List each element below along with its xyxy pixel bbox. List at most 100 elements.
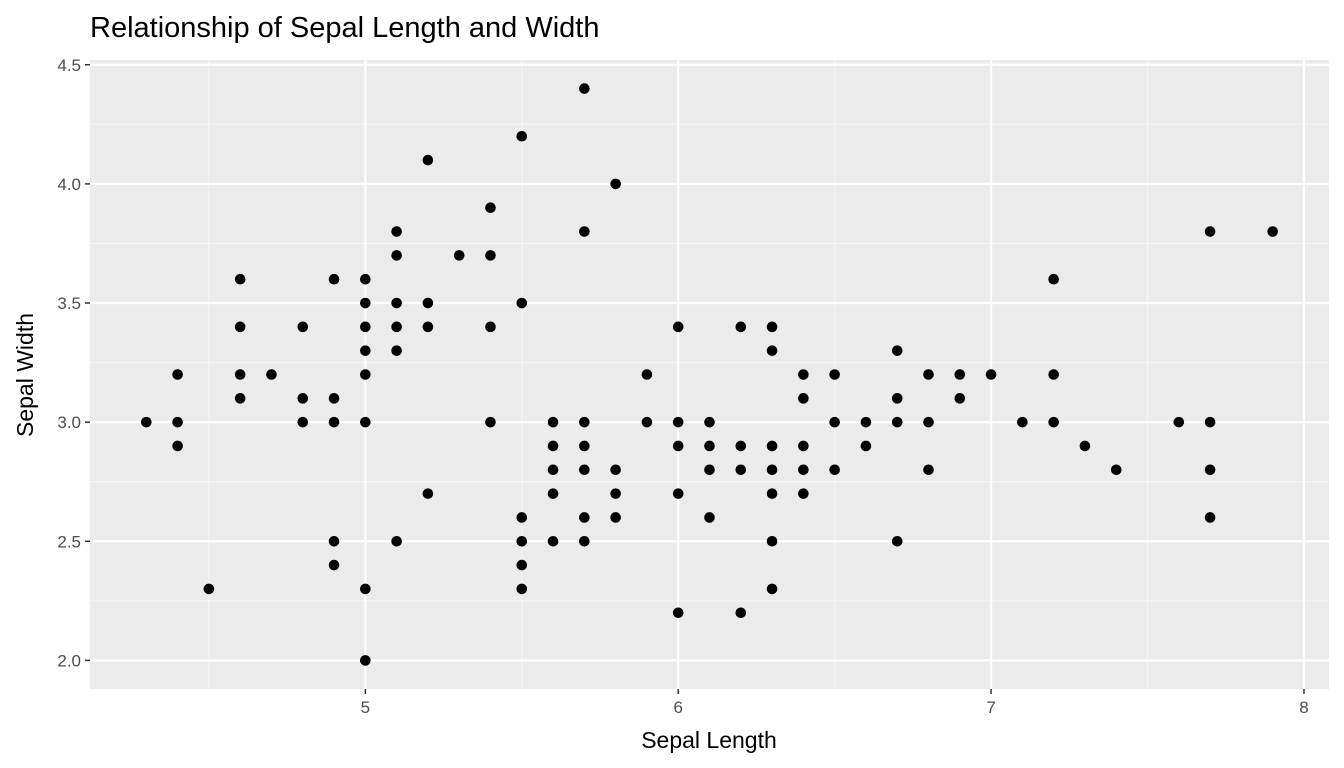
data-point [891, 345, 903, 356]
data-point [360, 321, 371, 333]
data-point [485, 250, 496, 261]
data-point [516, 297, 528, 309]
data-point [798, 369, 809, 380]
data-point [579, 226, 590, 237]
data-point [547, 488, 559, 499]
data-point [766, 535, 778, 547]
data-point [391, 535, 402, 547]
data-point [422, 488, 434, 499]
data-point [422, 297, 434, 309]
data-point [829, 369, 840, 380]
data-point [1204, 464, 1216, 476]
y-tick-label: 4.0 [57, 175, 81, 194]
data-point [641, 369, 653, 380]
data-point [297, 416, 309, 428]
y-tick-label: 3.5 [57, 294, 81, 313]
data-point [610, 512, 621, 523]
data-point [672, 488, 684, 499]
data-point [328, 559, 340, 571]
data-points [141, 83, 1278, 666]
data-point [1204, 512, 1216, 523]
data-point [391, 345, 402, 356]
y-tick-label: 2.5 [57, 532, 81, 551]
data-point [391, 250, 402, 261]
data-point [547, 464, 559, 476]
data-point [360, 297, 371, 309]
data-point [766, 345, 778, 356]
data-point [328, 273, 340, 285]
data-point [829, 416, 840, 428]
data-point [360, 273, 371, 285]
chart-title: Relationship of Sepal Length and Width [90, 12, 599, 44]
data-point [923, 416, 934, 428]
data-point [766, 321, 778, 333]
data-point [672, 321, 684, 333]
data-point [829, 464, 840, 476]
data-point [704, 440, 715, 452]
data-point [516, 512, 528, 523]
data-point [766, 440, 778, 452]
data-point [328, 393, 340, 404]
data-point [798, 488, 809, 499]
data-point [234, 393, 246, 404]
data-point [1173, 416, 1185, 428]
data-point [704, 416, 715, 428]
data-point [891, 535, 903, 547]
x-tick-label: 6 [673, 698, 682, 717]
data-point [1048, 273, 1059, 285]
data-point [516, 559, 528, 571]
data-point [203, 583, 215, 595]
data-point [610, 488, 621, 499]
data-point [1267, 226, 1278, 237]
data-point [141, 416, 152, 428]
data-point [579, 440, 590, 452]
data-point [391, 321, 402, 333]
data-point [610, 464, 621, 476]
plot-panel [90, 60, 1329, 689]
data-point [547, 535, 559, 547]
data-point [579, 512, 590, 523]
data-point [672, 416, 684, 428]
data-point [766, 464, 778, 476]
data-point [1048, 416, 1059, 428]
data-point [704, 512, 715, 523]
x-axis: 5 6 7 8 [361, 689, 1309, 717]
data-point [579, 535, 590, 547]
data-point [391, 297, 402, 309]
data-point [547, 416, 559, 428]
data-point [485, 321, 496, 333]
data-point [798, 464, 809, 476]
data-point [422, 154, 434, 166]
data-point [735, 607, 747, 619]
data-point [1204, 416, 1216, 428]
data-point [579, 464, 590, 476]
data-point [579, 416, 590, 428]
data-point [954, 369, 966, 380]
x-tick-label: 8 [1299, 698, 1308, 717]
data-point [610, 178, 621, 190]
data-point [766, 488, 778, 499]
data-point [1110, 464, 1122, 476]
data-point [516, 535, 528, 547]
data-point [360, 369, 371, 380]
data-point [798, 440, 809, 452]
data-point [735, 464, 747, 476]
x-axis-title: Sepal Length [641, 727, 777, 753]
data-point [672, 607, 684, 619]
data-point [860, 440, 872, 452]
data-point [923, 369, 934, 380]
data-point [516, 583, 528, 595]
data-point [360, 416, 371, 428]
data-point [891, 416, 903, 428]
data-point [579, 83, 590, 94]
data-point [735, 321, 747, 333]
data-point [297, 393, 309, 404]
data-point [641, 416, 653, 428]
data-point [453, 250, 465, 261]
data-point [328, 535, 340, 547]
data-point [234, 273, 246, 285]
data-point [985, 369, 997, 380]
data-point [1017, 416, 1028, 428]
data-point [798, 393, 809, 404]
